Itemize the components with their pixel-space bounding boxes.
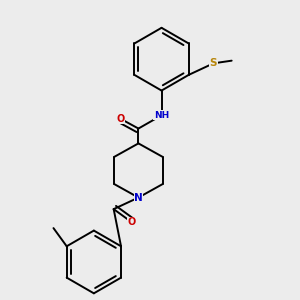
Text: N: N: [134, 193, 143, 202]
Text: S: S: [210, 58, 217, 68]
Text: O: O: [128, 217, 136, 227]
Text: NH: NH: [154, 111, 169, 120]
Text: O: O: [116, 114, 124, 124]
